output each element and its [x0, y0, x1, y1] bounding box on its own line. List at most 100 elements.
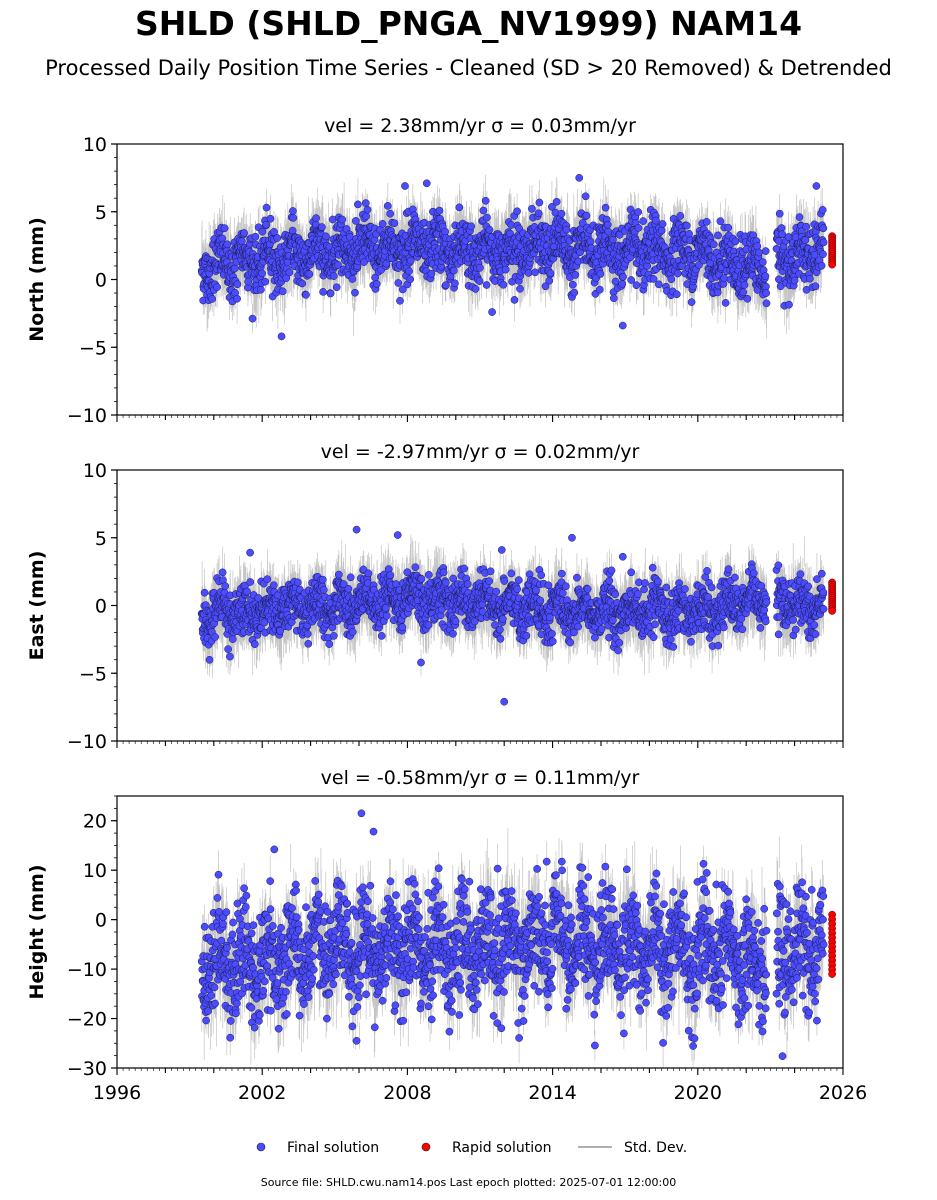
final-point — [639, 217, 647, 225]
final-point — [298, 279, 307, 288]
final-point — [351, 288, 359, 297]
final-point — [687, 298, 696, 306]
final-point — [334, 570, 343, 579]
final-point — [574, 622, 582, 631]
plot-area — [197, 174, 836, 341]
final-point — [513, 585, 521, 593]
final-point — [233, 280, 242, 289]
final-point — [398, 623, 407, 632]
final-point — [226, 1033, 235, 1042]
final-point — [482, 281, 491, 289]
final-point — [304, 993, 313, 1001]
final-point — [277, 923, 285, 932]
final-outlier-point — [352, 525, 361, 534]
final-point — [571, 271, 580, 279]
final-point — [289, 207, 297, 215]
final-point — [485, 225, 494, 234]
final-point — [362, 212, 370, 221]
final-point — [774, 561, 783, 570]
final-point — [500, 577, 509, 585]
final-point — [246, 578, 255, 586]
final-point — [372, 280, 381, 288]
final-point — [237, 237, 246, 246]
final-point — [591, 633, 599, 642]
final-point — [641, 579, 649, 587]
final-point — [211, 999, 219, 1008]
final-point — [364, 569, 373, 578]
final-point — [632, 281, 641, 290]
final-point — [714, 231, 722, 240]
final-point — [795, 213, 804, 221]
final-point — [396, 296, 404, 305]
final-point — [481, 196, 490, 205]
final-point — [674, 606, 683, 615]
final-outlier-point — [618, 321, 627, 330]
final-point — [363, 205, 372, 214]
final-point — [243, 587, 251, 596]
final-point — [811, 282, 820, 291]
final-point — [614, 646, 622, 655]
final-point — [491, 621, 499, 629]
plot-area — [197, 809, 836, 1068]
final-point — [607, 566, 616, 575]
final-point — [758, 258, 767, 266]
rapid-point — [828, 607, 836, 615]
final-point — [817, 261, 826, 270]
final-point — [743, 294, 752, 303]
final-point — [247, 1003, 256, 1012]
final-point — [562, 582, 570, 591]
y-tick-label: 0 — [95, 270, 107, 292]
final-point — [405, 267, 413, 276]
final-point — [586, 237, 595, 246]
final-outlier-point — [401, 182, 409, 190]
final-point — [470, 617, 479, 626]
final-point — [566, 638, 575, 647]
final-point — [634, 224, 643, 232]
final-point — [775, 275, 783, 284]
final-point — [266, 877, 275, 885]
final-point — [378, 220, 387, 228]
final-point — [263, 575, 272, 584]
final-point — [761, 247, 770, 255]
final-point — [295, 1011, 304, 1020]
final-point — [463, 580, 472, 588]
final-point — [724, 565, 733, 573]
final-point — [776, 282, 785, 291]
final-point — [226, 652, 234, 661]
final-point — [774, 630, 783, 639]
final-point — [261, 277, 270, 286]
final-point — [713, 288, 722, 297]
figure-title: SHLD (SHLD_PNGA_NV1999) NAM14 — [134, 4, 803, 43]
final-point — [739, 288, 748, 297]
final-point — [498, 615, 507, 623]
final-outlier-point — [497, 546, 506, 554]
final-point — [507, 569, 516, 578]
final-point — [486, 567, 495, 576]
final-point — [467, 222, 476, 231]
final-point — [731, 573, 739, 582]
y-tick-label: −5 — [79, 663, 107, 685]
final-point — [552, 197, 561, 206]
final-point — [300, 1000, 308, 1008]
final-point — [658, 220, 667, 228]
final-point — [558, 589, 567, 598]
final-point — [303, 630, 312, 638]
final-point — [652, 216, 660, 225]
final-point — [537, 571, 546, 580]
final-point — [762, 299, 771, 308]
final-point — [204, 1007, 212, 1015]
final-point — [258, 227, 267, 236]
y-tick-label: 5 — [95, 528, 107, 550]
final-point — [756, 624, 765, 632]
final-point — [217, 936, 226, 945]
final-point — [278, 287, 287, 296]
final-point — [449, 266, 458, 275]
final-point — [709, 240, 718, 249]
final-point — [516, 284, 524, 293]
final-point — [318, 575, 327, 584]
final-point — [761, 617, 770, 626]
panel-title: vel = -2.97mm/yr σ = 0.02mm/yr — [321, 441, 640, 463]
final-point — [334, 261, 342, 269]
